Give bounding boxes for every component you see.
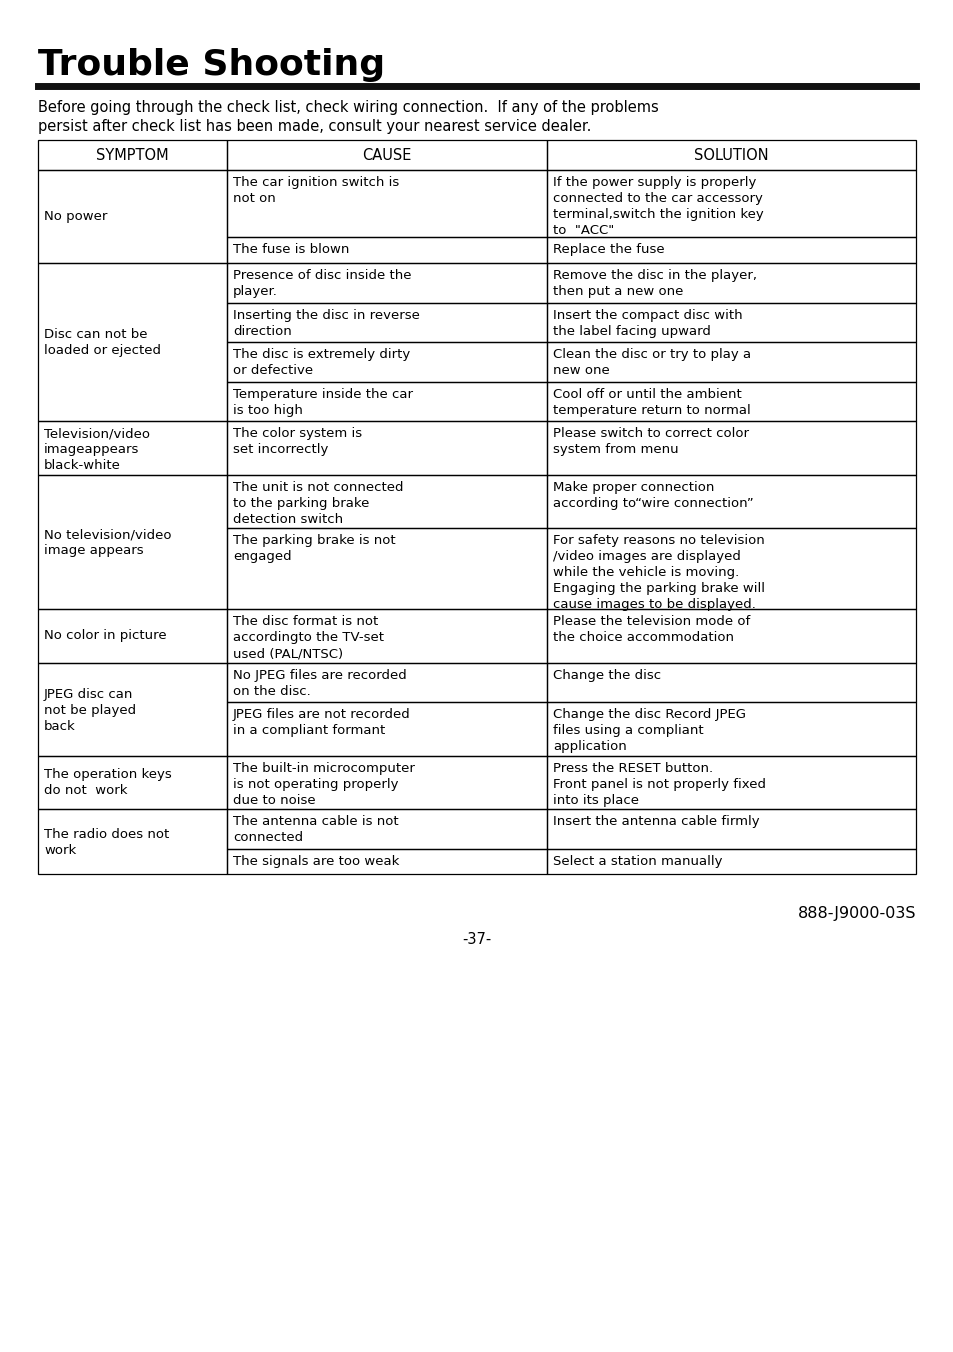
Bar [227,237,547,264]
Bar [227,141,547,170]
Bar [547,808,915,849]
Text: For safety reasons no television
/video images are displayed
while the vehicle i: For safety reasons no television /video … [553,534,764,611]
Text: SOLUTION: SOLUTION [694,147,768,162]
Bar [547,264,915,303]
Bar [227,475,547,529]
Text: Insert the compact disc with
the label facing upward: Insert the compact disc with the label f… [553,308,742,338]
Text: The disc is extremely dirty
or defective: The disc is extremely dirty or defective [233,349,410,377]
Text: JPEG files are not recorded
in a compliant formant: JPEG files are not recorded in a complia… [233,708,410,737]
Text: If the power supply is properly
connected to the car accessory
terminal,switch t: If the power supply is properly connecte… [553,176,763,237]
Bar [227,662,547,702]
Bar [227,303,547,342]
Bar [38,264,227,422]
Bar [547,849,915,875]
Text: The fuse is blown: The fuse is blown [233,243,349,256]
Text: Before going through the check list, check wiring connection.  If any of the pro: Before going through the check list, che… [38,100,659,134]
Bar [38,756,227,808]
Bar [38,422,227,475]
Text: No power: No power [44,210,108,223]
Bar [547,342,915,381]
Bar [547,610,915,662]
Text: No television/video
image appears: No television/video image appears [44,529,172,557]
Bar [547,303,915,342]
Text: No color in picture: No color in picture [44,629,167,642]
Text: Disc can not be
loaded or ejected: Disc can not be loaded or ejected [44,329,161,357]
Bar [547,702,915,756]
Text: Make proper connection
according to“wire connection”: Make proper connection according to“wire… [553,481,753,510]
Text: The car ignition switch is
not on: The car ignition switch is not on [233,176,398,206]
Bar [227,610,547,662]
Bar [38,610,227,662]
Text: Insert the antenna cable firmly: Insert the antenna cable firmly [553,815,760,827]
Text: Clean the disc or try to play a
new one: Clean the disc or try to play a new one [553,349,751,377]
Text: Inserting the disc in reverse
direction: Inserting the disc in reverse direction [233,308,419,338]
Bar [38,475,227,610]
Text: Change the disc: Change the disc [553,669,660,681]
Text: Select a station manually: Select a station manually [553,854,722,868]
Text: Cool off or until the ambient
temperature return to normal: Cool off or until the ambient temperatur… [553,388,750,416]
Bar [227,342,547,381]
Text: The color system is
set incorrectly: The color system is set incorrectly [233,427,361,457]
Text: The operation keys
do not  work: The operation keys do not work [44,768,172,798]
Bar [227,529,547,610]
Bar [38,170,227,264]
Bar [227,264,547,303]
Text: 888-J9000-03S: 888-J9000-03S [797,906,915,922]
Bar [227,808,547,849]
Text: Press the RESET button.
Front panel is not properly fixed
into its place: Press the RESET button. Front panel is n… [553,761,765,807]
Text: The unit is not connected
to the parking brake
detection switch: The unit is not connected to the parking… [233,481,403,526]
Bar [547,237,915,264]
Bar [227,170,547,237]
Text: Trouble Shooting: Trouble Shooting [38,49,385,82]
Text: The antenna cable is not
connected: The antenna cable is not connected [233,815,398,844]
Text: Replace the fuse: Replace the fuse [553,243,664,256]
Bar [547,756,915,808]
Text: Please switch to correct color
system from menu: Please switch to correct color system fr… [553,427,748,457]
Bar [227,702,547,756]
Bar [547,475,915,529]
Text: The built-in microcomputer
is not operating properly
due to noise: The built-in microcomputer is not operat… [233,761,415,807]
Text: The disc format is not
accordingto the TV-set
used (PAL/NTSC): The disc format is not accordingto the T… [233,615,383,660]
Bar [227,422,547,475]
Text: The signals are too weak: The signals are too weak [233,854,398,868]
Bar [38,141,227,170]
Text: Television/video
imageappears
black-white: Television/video imageappears black-whit… [44,427,150,472]
Text: The radio does not
work: The radio does not work [44,827,169,857]
Bar [38,662,227,756]
Text: Remove the disc in the player,
then put a new one: Remove the disc in the player, then put … [553,269,757,297]
Bar [547,170,915,237]
Text: Presence of disc inside the
player.: Presence of disc inside the player. [233,269,411,297]
Bar [547,529,915,610]
Bar [227,849,547,875]
Bar [38,808,227,875]
Text: JPEG disc can
not be played
back: JPEG disc can not be played back [44,688,136,733]
Text: -37-: -37- [462,933,491,948]
Bar [227,381,547,422]
Text: Change the disc Record JPEG
files using a compliant
application: Change the disc Record JPEG files using … [553,708,745,753]
Bar [547,141,915,170]
Text: SYMPTOM: SYMPTOM [96,147,169,162]
Bar [547,381,915,422]
Bar [227,756,547,808]
Bar [547,662,915,702]
Text: Temperature inside the car
is too high: Temperature inside the car is too high [233,388,413,416]
Text: No JPEG files are recorded
on the disc.: No JPEG files are recorded on the disc. [233,669,406,698]
Text: The parking brake is not
engaged: The parking brake is not engaged [233,534,395,564]
Text: Please the television mode of
the choice accommodation: Please the television mode of the choice… [553,615,750,644]
Text: CAUSE: CAUSE [362,147,412,162]
Bar [547,422,915,475]
